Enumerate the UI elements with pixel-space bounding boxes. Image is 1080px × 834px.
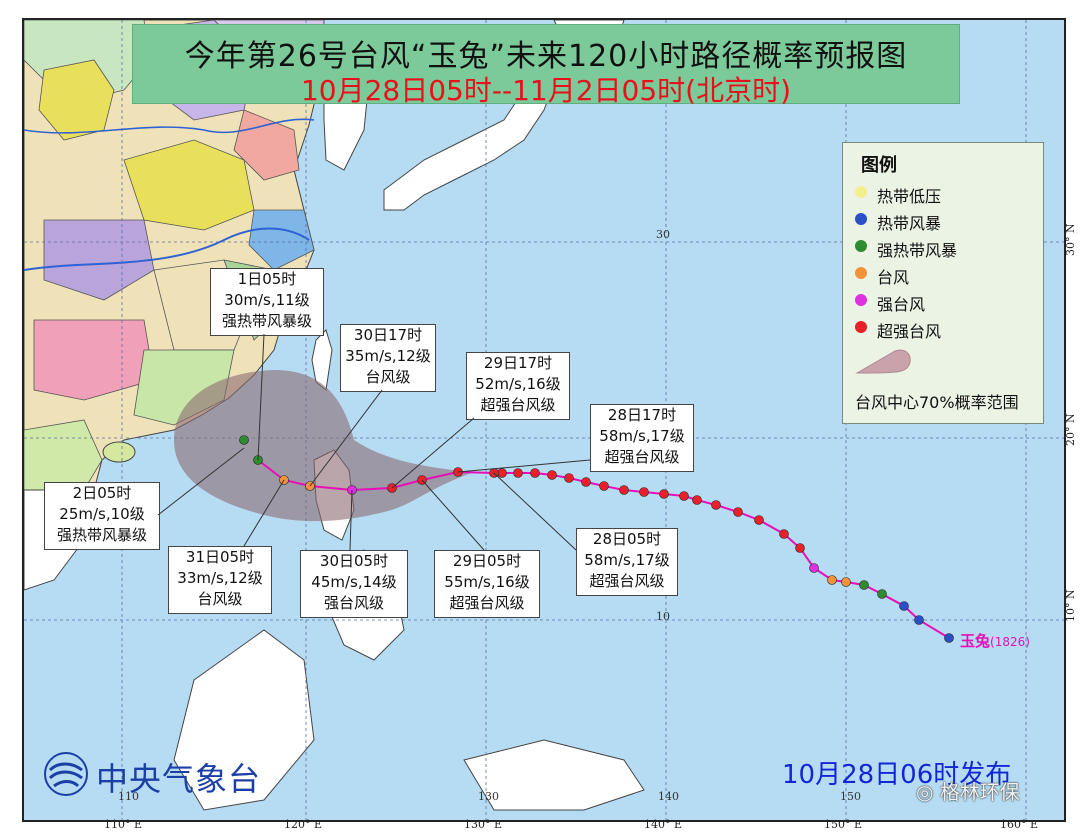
typhoon-position-marker <box>877 589 887 599</box>
wechat-icon: ◎ <box>916 780 940 804</box>
typhoon-symbol-icon <box>855 240 867 252</box>
typhoon-position-marker <box>779 529 789 539</box>
typhoon-position-marker <box>711 500 721 510</box>
lat-axis-label: 30° N <box>1064 223 1077 256</box>
probability-cone <box>174 370 474 522</box>
legend-title: 图例 <box>861 155 897 176</box>
typhoon-position-marker <box>679 491 689 501</box>
callout-oct28-05: 28日05时 58m/s,17级 超强台风级 <box>576 528 678 596</box>
typhoon-position-marker <box>581 477 591 487</box>
typhoon-position-marker <box>564 473 574 483</box>
typhoon-symbol-icon <box>855 267 867 279</box>
typhoon-symbol-icon <box>855 294 867 306</box>
callout-oct30-05: 30日05时 45m/s,14级 强台风级 <box>300 550 408 618</box>
lon-axis-label: 120° E <box>284 818 323 831</box>
lon-axis-label: 110° E <box>104 818 143 831</box>
storm-name-label: 玉兔(1826) <box>960 632 1030 650</box>
typhoon-position-marker <box>809 563 819 573</box>
probability-cone-icon <box>855 349 911 374</box>
grid-lat-label: 10 <box>656 610 670 623</box>
lon-axis-label: 160° E <box>1000 818 1039 831</box>
typhoon-position-marker <box>547 470 557 480</box>
typhoon-position-marker <box>619 485 629 495</box>
cma-logo-icon <box>44 752 88 796</box>
typhoon-position-marker <box>530 468 540 478</box>
callout-oct29-05: 29日05时 55m/s,16级 超强台风级 <box>434 550 540 618</box>
issue-time: 10月28日06时发布 <box>782 760 1012 790</box>
typhoon-symbol-icon <box>855 213 867 225</box>
typhoon-symbol-icon <box>855 321 867 333</box>
grid-lon-label: 150 <box>840 790 861 803</box>
borneo <box>173 629 315 811</box>
lon-axis-label: 130° E <box>464 818 503 831</box>
track-points <box>239 435 954 643</box>
callout-leaders <box>157 333 591 551</box>
typhoon-position-marker <box>914 615 924 625</box>
lat-axis-label: 10° N <box>1064 589 1077 622</box>
typhoon-symbol-icon <box>855 186 867 198</box>
typhoon-position-marker <box>754 515 764 525</box>
watermark: ◎ 格林环保 <box>916 780 1020 804</box>
typhoon-position-marker <box>639 487 649 497</box>
lat-axis-label: 20° N <box>1064 413 1077 446</box>
hainan-island <box>102 441 136 463</box>
agency-block: 中央气象台 <box>42 746 302 802</box>
typhoon-position-marker <box>944 633 954 643</box>
typhoon-position-marker <box>733 507 743 517</box>
callout-nov2-05: 2日05时 25m/s,10级 强热带风暴级 <box>44 482 160 550</box>
new-guinea <box>463 739 645 811</box>
typhoon-position-marker <box>859 580 869 590</box>
typhoon-position-marker <box>899 601 909 611</box>
map-frame: 今年第26号台风“玉兔”未来120小时路径概率预报图 10月28日05时--11… <box>22 18 1066 822</box>
typhoon-position-marker <box>692 495 702 505</box>
grid-lon-label: 110 <box>118 790 139 803</box>
typhoon-position-marker <box>239 435 249 445</box>
typhoon-position-marker <box>513 468 523 478</box>
map-title: 今年第26号台风“玉兔”未来120小时路径概率预报图 <box>184 39 908 74</box>
typhoon-position-marker <box>599 481 609 491</box>
forecast-period: 10月28日05时--11月2日05时(北京时) <box>300 74 791 107</box>
agency-name: 中央气象台 <box>96 760 262 798</box>
callout-oct29-17: 29日17时 52m/s,16级 超强台风级 <box>466 352 570 420</box>
title-box: 今年第26号台风“玉兔”未来120小时路径概率预报图 10月28日05时--11… <box>132 24 960 107</box>
legend: 图例 热带低压 热带风暴 强热带风暴 台风 强台风 超强台风 台风中心70%概率… <box>842 142 1044 424</box>
grid-lon-label: 140 <box>658 790 679 803</box>
lon-axis-label: 150° E <box>824 818 863 831</box>
typhoon-position-marker <box>795 543 805 553</box>
callout-nov1-05: 1日05时 30m/s,11级 强热带风暴级 <box>210 268 324 336</box>
callout-oct31-05: 31日05时 33m/s,12级 台风级 <box>168 546 272 614</box>
legend-probability-label: 台风中心70%概率范围 <box>855 393 1019 412</box>
lon-axis-label: 140° E <box>644 818 683 831</box>
typhoon-position-marker <box>827 575 837 585</box>
typhoon-position-marker <box>659 489 669 499</box>
grid-lat-label: 30 <box>656 228 670 241</box>
callout-oct28-17: 28日17时 58m/s,17级 超强台风级 <box>590 404 694 472</box>
callout-oct30-17: 30日17时 35m/s,12级 台风级 <box>340 324 436 392</box>
typhoon-position-marker <box>841 577 851 587</box>
grid-lon-label: 130 <box>478 790 499 803</box>
